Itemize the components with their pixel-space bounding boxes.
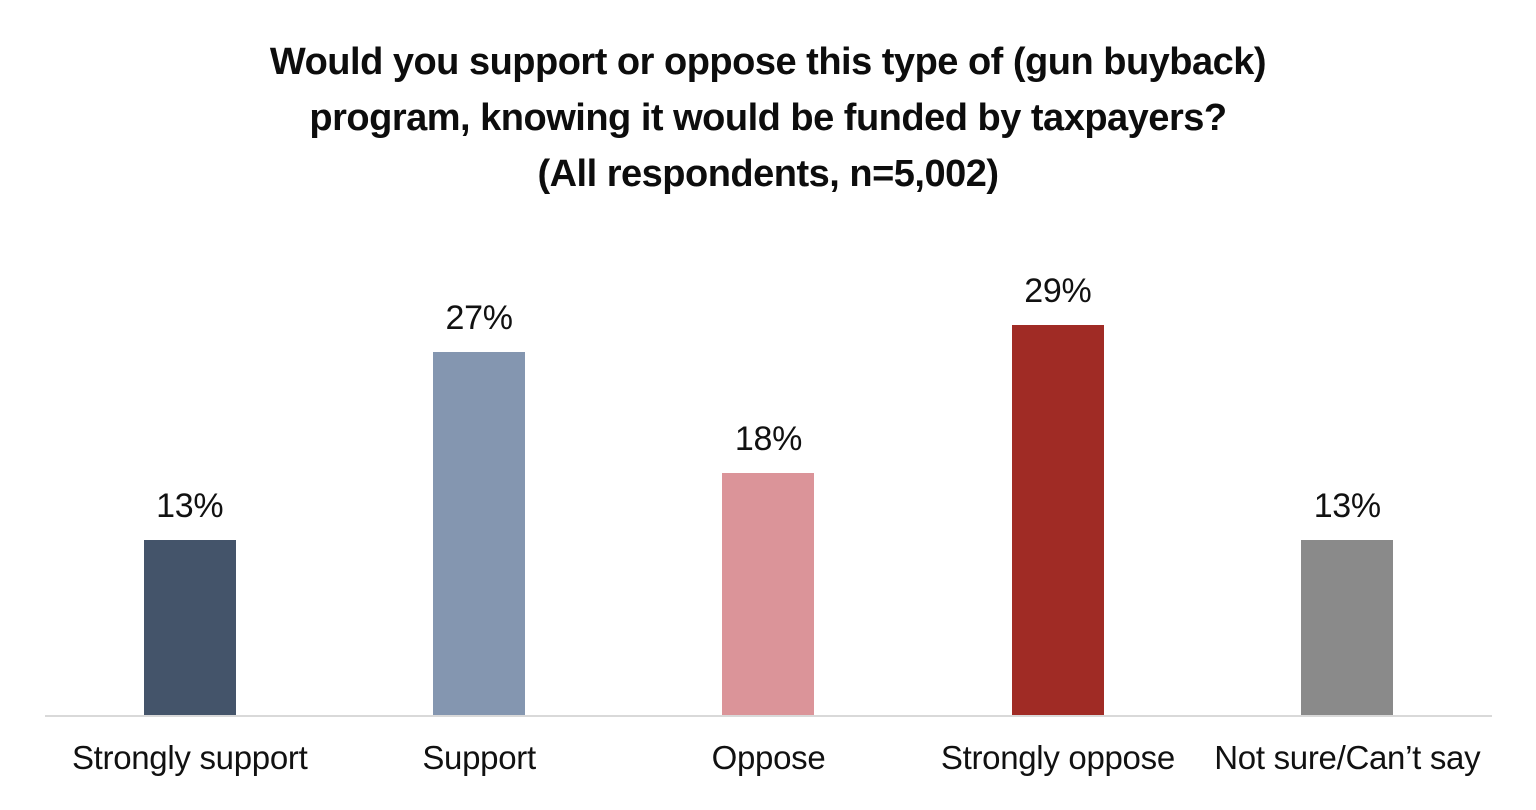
bar-value-label: 29% bbox=[1024, 272, 1092, 310]
category-label: Strongly support bbox=[71, 739, 308, 776]
bar-group: 18% Oppose bbox=[624, 235, 913, 776]
chart-title-line: (All respondents, n=5,002) bbox=[537, 153, 999, 195]
bar-value-label: 27% bbox=[445, 299, 513, 337]
bar-not-sure-can-t-say bbox=[1301, 540, 1394, 715]
bar-group: 29% Strongly oppose bbox=[913, 235, 1202, 776]
category-label: Not sure/Can’t say bbox=[1214, 739, 1481, 776]
bar-oppose bbox=[722, 473, 815, 715]
bar-value-label: 13% bbox=[156, 487, 224, 525]
bar-group: 27% Support bbox=[334, 235, 623, 776]
bar-strongly-support bbox=[143, 540, 236, 715]
bar-value-label: 18% bbox=[734, 420, 803, 458]
bar-strongly-oppose bbox=[1011, 325, 1104, 715]
chart-title-line: Would you support or oppose this type of… bbox=[269, 41, 1267, 83]
category-label: Oppose bbox=[711, 739, 826, 776]
bar-support bbox=[433, 352, 526, 715]
bar-group: 13% Strongly support bbox=[45, 235, 334, 776]
category-label: Support bbox=[422, 739, 536, 776]
chart-title: Would you support or oppose this type of… bbox=[0, 34, 1536, 202]
category-label: Strongly oppose bbox=[940, 739, 1175, 776]
chart-title-line: program, knowing it would be funded by t… bbox=[309, 97, 1227, 139]
plot-area: 13% Strongly support 27% Support 18% Oppose 29… bbox=[45, 235, 1492, 776]
bar-group: 13% Not sure/Can’t say bbox=[1203, 235, 1492, 776]
bar-value-label: 13% bbox=[1313, 487, 1381, 525]
x-axis-line bbox=[45, 715, 1492, 717]
